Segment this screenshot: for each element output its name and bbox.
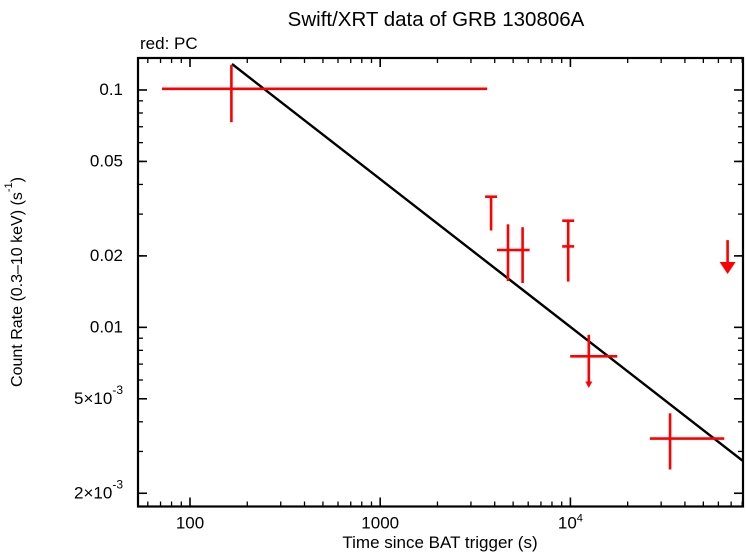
svg-text:0.01: 0.01	[90, 317, 123, 336]
svg-text:0.05: 0.05	[90, 151, 123, 170]
svg-text:100: 100	[176, 514, 204, 533]
svg-text:Time since BAT trigger (s): Time since BAT trigger (s)	[342, 533, 537, 552]
svg-text:0.02: 0.02	[90, 246, 123, 265]
svg-text:red: PC: red: PC	[140, 34, 198, 53]
svg-text:Swift/XRT data of GRB 130806A: Swift/XRT data of GRB 130806A	[288, 8, 585, 31]
svg-text:1000: 1000	[361, 514, 399, 533]
svg-text:0.1: 0.1	[99, 80, 123, 99]
